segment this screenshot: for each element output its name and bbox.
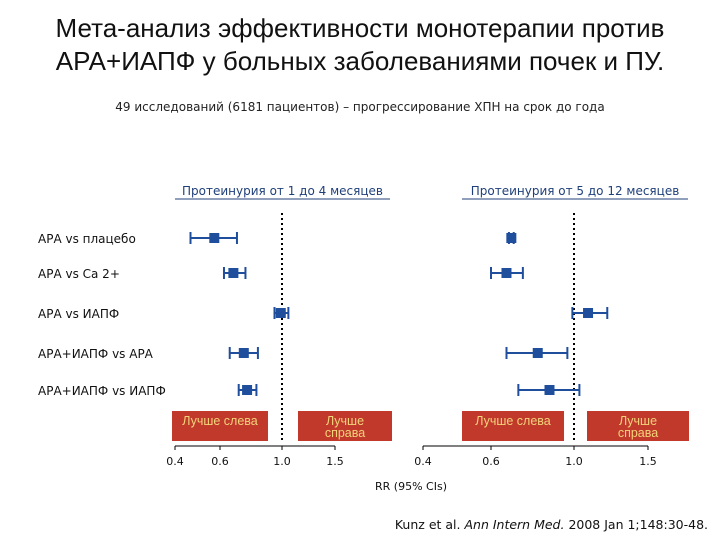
title-line-1: Мета-анализ эффективности монотерапии пр… [55,13,665,43]
estimate-marker [275,308,286,318]
chart-subtitle: 49 исследований (6181 пациентов) – прогр… [115,100,605,114]
estimate-marker [544,385,555,395]
row-label-3: АРА vs ИАПФ [38,307,119,321]
x-tick-label: 1.5 [326,455,344,468]
page-title: Мета-анализ эффективности монотерапии пр… [0,12,720,78]
citation-journal: Ann Intern Med. [464,517,565,532]
estimate-marker [583,308,594,318]
row-label-4: АРА+ИАПФ vs АРА [38,347,154,361]
favors-box-label: Лучше [326,414,364,428]
estimate-marker [506,233,517,243]
panel-2: Протеинурия от 5 до 12 месяцев Лучше слев… [414,184,689,468]
favors-box-2 [298,411,392,441]
title-line-2: АРА+ИАПФ у больных заболеваниями почек и… [55,46,665,76]
x-tick-label: 1.0 [273,455,291,468]
citation-details: 2008 Jan 1;148:30-48. [564,517,708,532]
favors-box-label: справа [618,426,658,440]
panel-title: Протеинурия от 5 до 12 месяцев [471,184,680,198]
x-tick-label: 0.6 [482,455,500,468]
x-tick-label: 0.4 [414,455,432,468]
row-label-5: АРА+ИАПФ vs ИАПФ [38,384,166,398]
x-tick-label: 0.4 [166,455,184,468]
favors-box-label: Лучше [619,414,657,428]
x-tick-label: 0.6 [211,455,229,468]
row-label-1: АРА vs плацебо [38,232,136,246]
forest-plot: АРА vs плацебо АРА vs Ca 2+ АРА vs ИАПФ АРА… [38,184,689,493]
estimate-marker [532,348,543,358]
row-label-2: АРА vs Ca 2+ [38,267,120,281]
estimate-marker [209,233,220,243]
estimate-marker [242,385,253,395]
panel-title: Протеинурия от 1 до 4 месяцев [182,184,383,198]
citation-authors: Kunz et al. [394,517,465,532]
favors-box-label: Лучше слева [475,414,551,428]
estimate-marker [228,268,239,278]
favors-box-label: Лучше слева [182,414,258,428]
x-tick-label: 1.5 [639,455,657,468]
x-tick-label: 1.0 [565,455,583,468]
x-axis-title: RR (95% CIs) [375,480,447,493]
favors-box-1 [172,411,268,441]
estimate-marker [238,348,249,358]
favors-box-label: справа [325,426,365,440]
panel-1: Протеинурия от 1 до 4 месяцев Лучше слева… [166,184,392,468]
favors-box-1 [462,411,564,441]
estimate-marker [501,268,512,278]
citation: Kunz et al. Ann Intern Med. 2008 Jan 1;1… [395,517,708,532]
favors-box-2 [587,411,689,441]
